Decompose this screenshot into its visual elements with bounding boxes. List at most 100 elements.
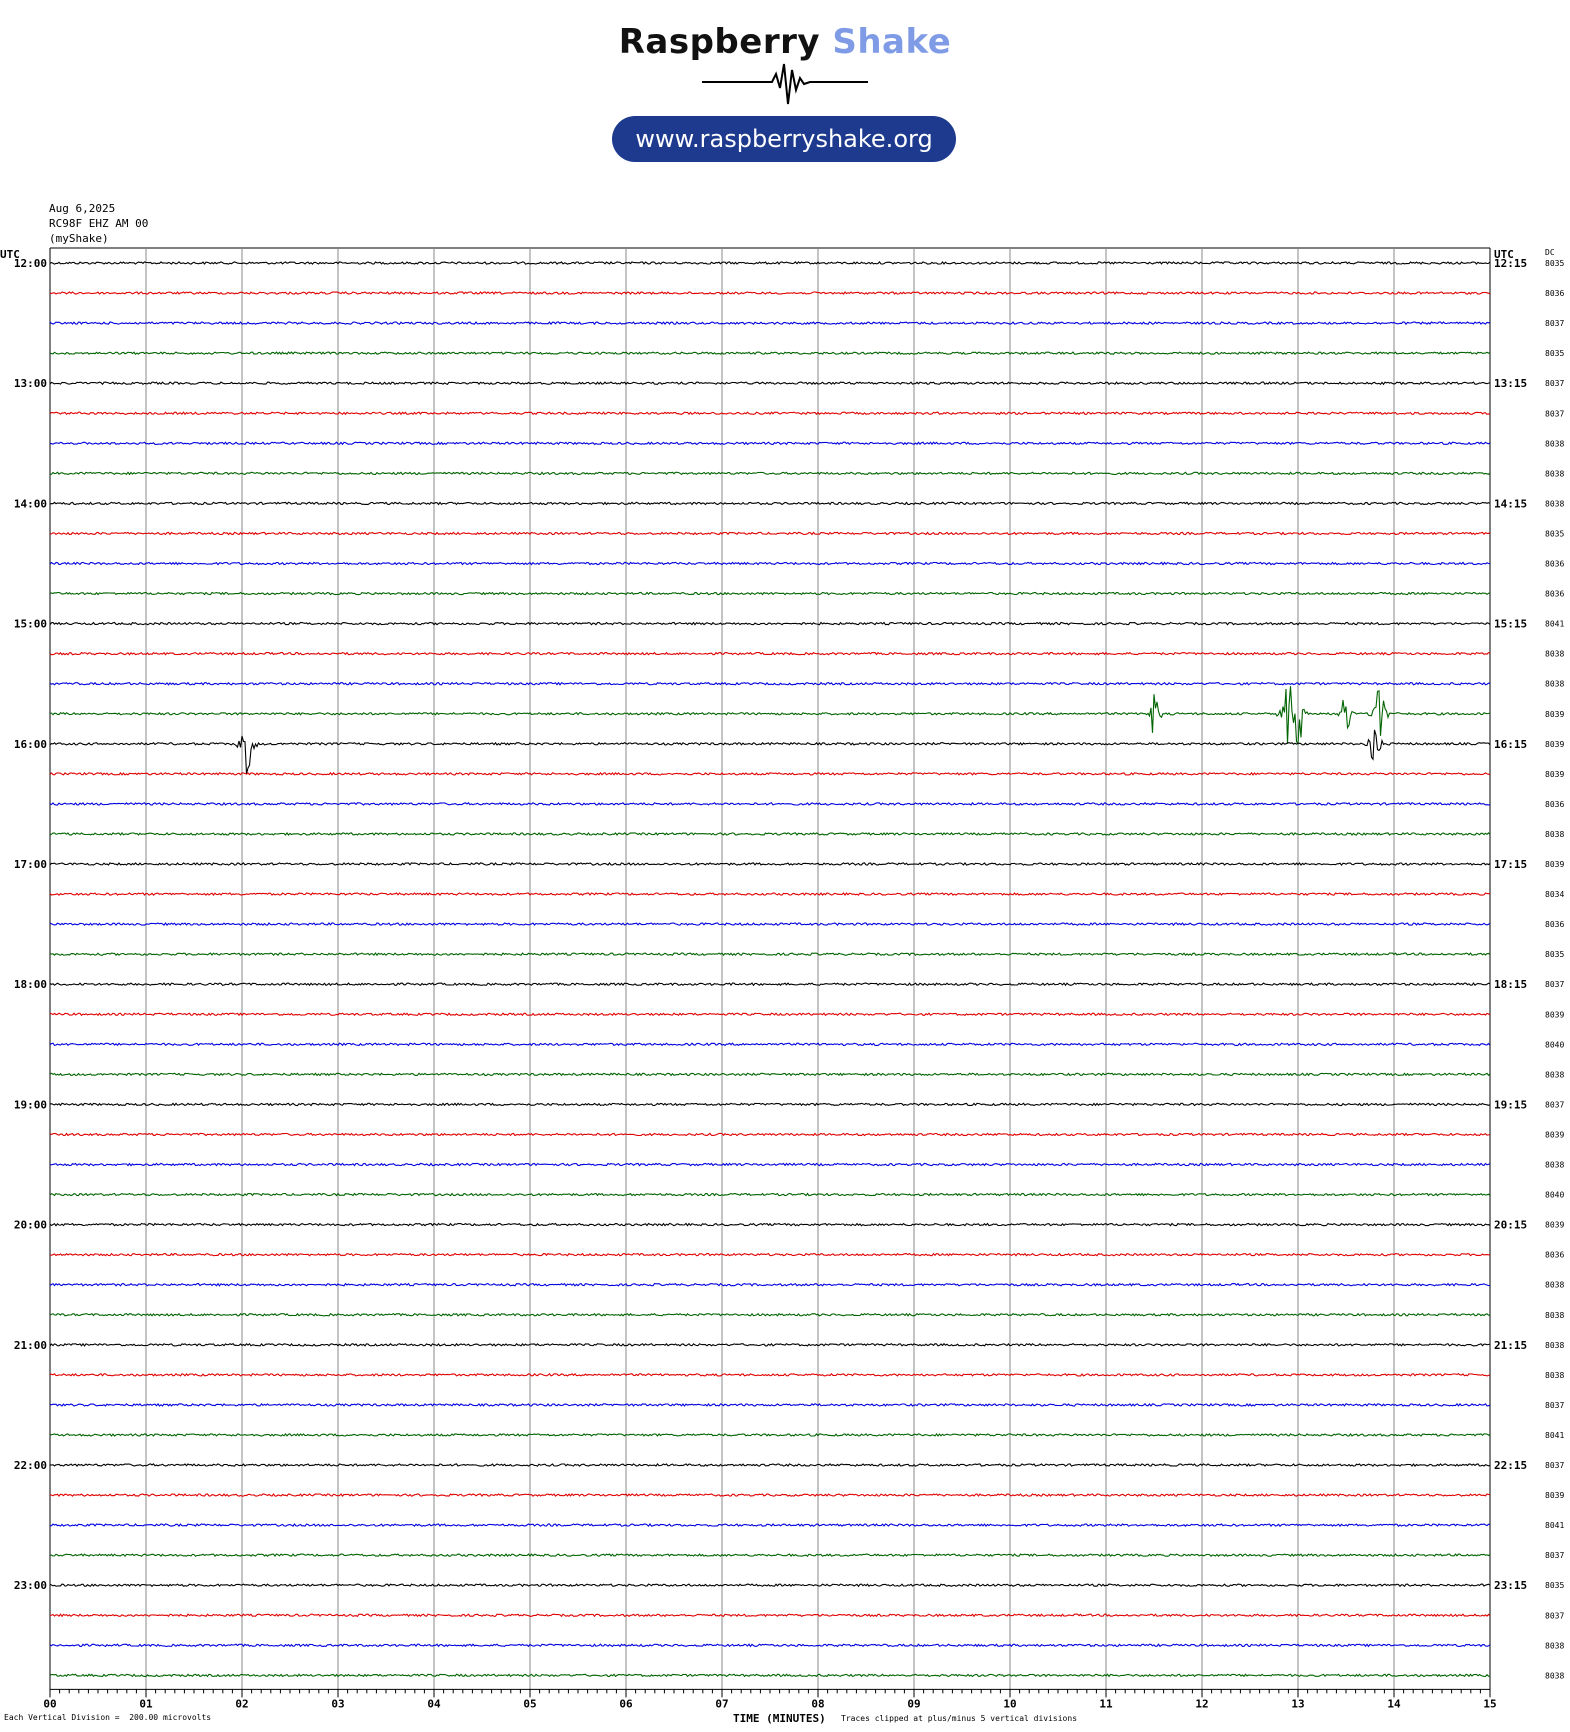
dc-value: 8039 <box>1545 1491 1564 1500</box>
dc-value: 8039 <box>1545 1010 1564 1019</box>
dc-value: 8038 <box>1545 830 1564 839</box>
trace-line <box>49 621 1491 626</box>
dc-value: 8035 <box>1545 1581 1564 1590</box>
row-time-right: 21:15 <box>1494 1339 1527 1352</box>
dc-value: 8040 <box>1545 1191 1564 1200</box>
dc-value: 8037 <box>1545 1461 1564 1470</box>
trace-line <box>49 1132 1491 1137</box>
station-label: RC98F EHZ AM 00 <box>49 217 149 230</box>
trace-line <box>49 501 1491 506</box>
left-utc-header: UTC <box>0 248 20 261</box>
row-time-right: 18:15 <box>1494 978 1527 991</box>
trace-line <box>50 291 1491 295</box>
trace-line <box>49 831 1491 836</box>
dc-value: 8038 <box>1545 1070 1564 1079</box>
trace-line <box>49 1252 1490 1257</box>
row-time-right: 17:15 <box>1494 858 1527 871</box>
dc-value: 8038 <box>1545 1341 1564 1350</box>
dc-value: 8037 <box>1545 319 1564 328</box>
trace-line <box>49 1462 1491 1467</box>
x-tick-label: 11 <box>1099 1697 1113 1710</box>
trace-line <box>49 471 1491 476</box>
trace-line <box>49 381 1491 386</box>
x-tick-label: 08 <box>811 1697 824 1710</box>
x-tick-label: 14 <box>1387 1697 1401 1710</box>
row-time-right: 20:15 <box>1494 1219 1527 1232</box>
row-time-right: 15:15 <box>1494 618 1527 631</box>
row-time-left: 13:00 <box>14 377 47 390</box>
dc-value: 8037 <box>1545 409 1564 418</box>
dc-value: 8039 <box>1545 1221 1564 1230</box>
row-time-left: 20:00 <box>14 1219 47 1232</box>
row-time-right: 14:15 <box>1494 497 1527 510</box>
trace-line <box>49 1042 1491 1047</box>
dc-value: 8035 <box>1545 259 1564 268</box>
brand-secondary: Shake <box>832 22 952 62</box>
dc-value: 8038 <box>1545 439 1564 448</box>
trace-line <box>49 591 1491 596</box>
dc-value: 8036 <box>1545 560 1564 569</box>
dc-value: 8036 <box>1545 1251 1564 1260</box>
x-tick-label: 13 <box>1291 1697 1304 1710</box>
dc-value: 8037 <box>1545 1611 1564 1620</box>
dc-value: 8038 <box>1545 1311 1564 1320</box>
trace-line <box>49 1613 1491 1618</box>
dc-value: 8038 <box>1545 1281 1564 1290</box>
x-tick-label: 04 <box>427 1697 441 1710</box>
trace-line <box>49 1432 1491 1437</box>
dc-value: 8039 <box>1545 770 1564 779</box>
dc-value: 8038 <box>1545 1671 1564 1680</box>
dc-value: 8039 <box>1545 1130 1564 1139</box>
trace-line <box>49 441 1491 446</box>
dc-value: 8037 <box>1545 1100 1564 1109</box>
x-tick-label: 10 <box>1003 1697 1016 1710</box>
row-time-left: 18:00 <box>14 978 47 991</box>
trace-line <box>49 1312 1491 1317</box>
scale-note: Each Vertical Division = 200.00 microvol… <box>4 1713 212 1722</box>
dc-value: 8039 <box>1545 860 1564 869</box>
x-tick-label: 09 <box>907 1697 920 1710</box>
dc-value: 8036 <box>1545 590 1564 599</box>
dc-value: 8038 <box>1545 1161 1564 1170</box>
dc-value: 8039 <box>1545 740 1564 749</box>
dc-value: 8038 <box>1545 499 1564 508</box>
dc-value: 8036 <box>1545 289 1564 298</box>
trace-line <box>49 681 1491 686</box>
trace-line <box>49 321 1491 326</box>
brand-primary: Raspberry <box>618 22 821 62</box>
trace-line <box>49 260 1491 265</box>
dc-value: 8035 <box>1545 529 1564 538</box>
dc-value: 8038 <box>1545 1641 1564 1650</box>
dc-value: 8035 <box>1545 950 1564 959</box>
row-time-right: 23:15 <box>1494 1579 1527 1592</box>
row-time-left: 19:00 <box>14 1098 47 1111</box>
dc-value: 8036 <box>1545 800 1564 809</box>
trace-line <box>49 1072 1491 1077</box>
dc-value: 8039 <box>1545 710 1564 719</box>
trace-line <box>49 1222 1491 1227</box>
right-utc-header: UTC <box>1494 248 1514 261</box>
x-tick-label: 00 <box>43 1697 56 1710</box>
dc-value: 8040 <box>1545 1040 1564 1049</box>
trace-line <box>49 1402 1491 1407</box>
trace-line <box>49 892 1491 897</box>
trace-line <box>49 1523 1491 1528</box>
dc-value: 8035 <box>1545 349 1564 358</box>
row-time-left: 23:00 <box>14 1579 47 1592</box>
dc-value: 8037 <box>1545 980 1564 989</box>
seismograph-logo-icon <box>702 63 868 105</box>
x-tick-label: 06 <box>619 1697 633 1710</box>
row-time-right: 13:15 <box>1494 377 1527 390</box>
dc-value: 8038 <box>1545 650 1564 659</box>
trace-line <box>49 1372 1491 1377</box>
website-link[interactable]: www.raspberryshake.org <box>612 116 956 162</box>
trace-line <box>49 861 1491 866</box>
trace-line <box>49 351 1491 356</box>
brand-logo: Raspberry Shake <box>0 22 1570 62</box>
trace-line <box>49 1673 1490 1678</box>
trace-line <box>49 1553 1491 1558</box>
dc-value: 8041 <box>1545 620 1564 629</box>
dc-header: DC <box>1545 248 1555 257</box>
trace-line <box>49 1192 1491 1197</box>
row-time-right: 16:15 <box>1494 738 1527 751</box>
